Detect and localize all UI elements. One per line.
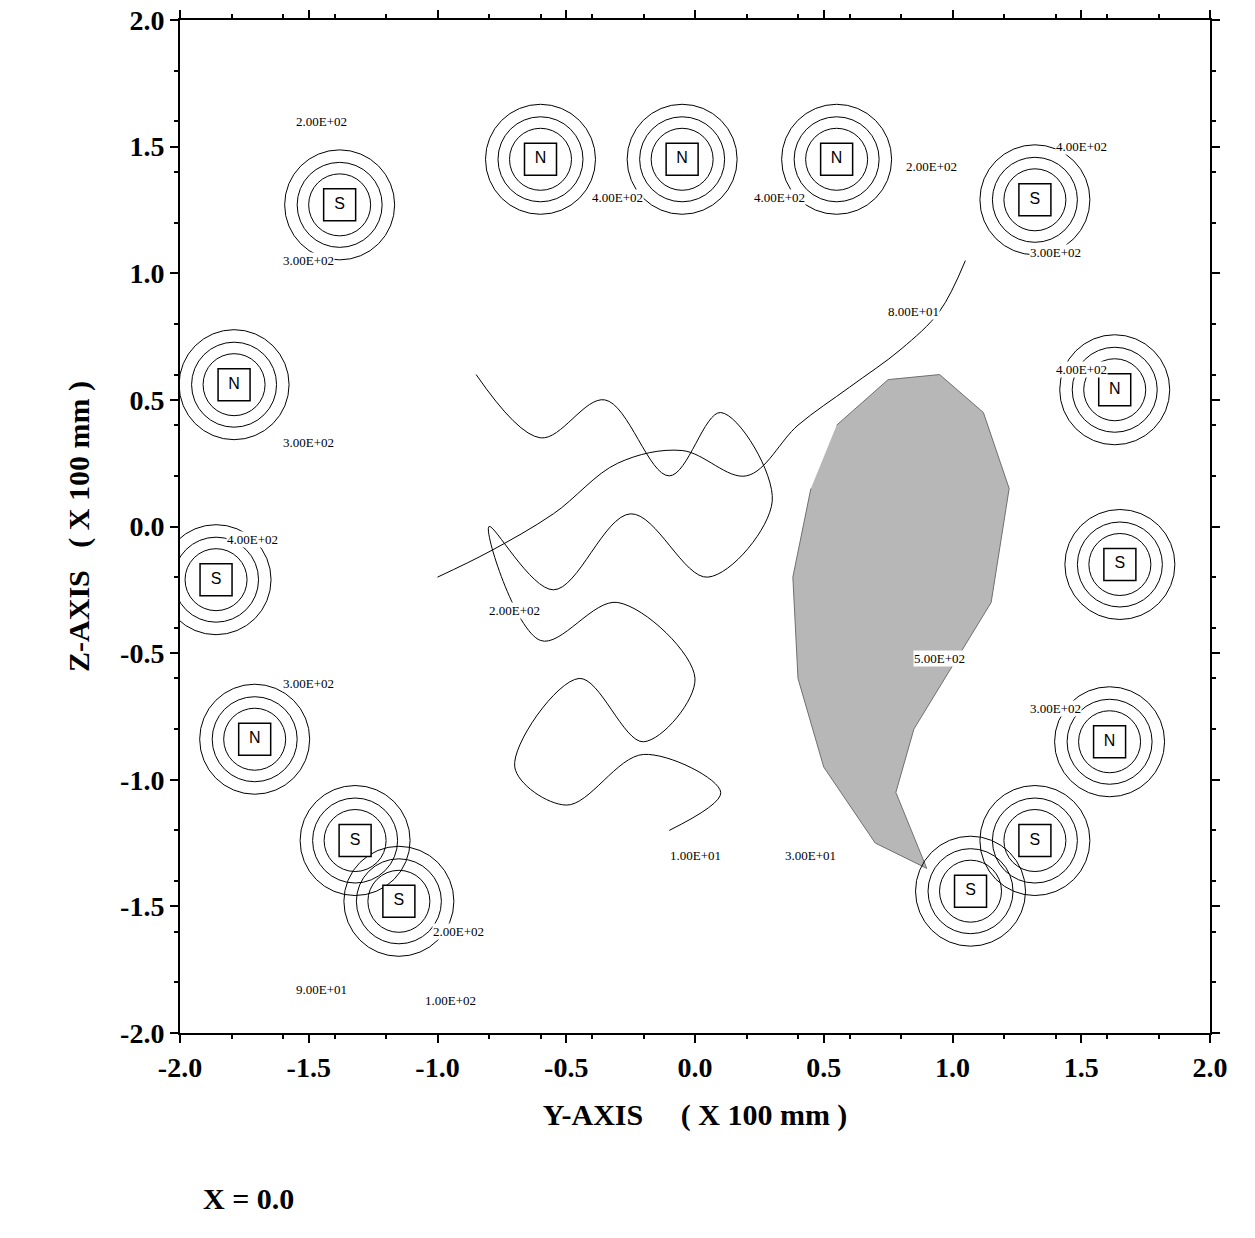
svg-text:2.00E+02: 2.00E+02 xyxy=(489,603,540,618)
svg-text:N: N xyxy=(249,729,261,746)
svg-text:S: S xyxy=(1115,554,1126,571)
svg-text:S: S xyxy=(965,881,976,898)
svg-text:-1.5: -1.5 xyxy=(120,891,164,922)
svg-text:4.00E+02: 4.00E+02 xyxy=(227,532,278,547)
svg-text:4.00E+02: 4.00E+02 xyxy=(1056,362,1107,377)
svg-text:N: N xyxy=(831,149,843,166)
svg-text:N: N xyxy=(535,149,547,166)
svg-text:3.00E+02: 3.00E+02 xyxy=(1030,245,1081,260)
svg-text:8.00E+01: 8.00E+01 xyxy=(888,304,939,319)
svg-text:2.0: 2.0 xyxy=(1193,1052,1228,1083)
svg-text:1.00E+01: 1.00E+01 xyxy=(670,848,721,863)
svg-text:S: S xyxy=(334,195,345,212)
svg-text:4.00E+02: 4.00E+02 xyxy=(592,190,643,205)
svg-text:N: N xyxy=(228,375,240,392)
svg-text:-0.5: -0.5 xyxy=(120,638,164,669)
svg-text:-2.0: -2.0 xyxy=(158,1052,202,1083)
svg-text:4.00E+02: 4.00E+02 xyxy=(1056,139,1107,154)
svg-text:-1.0: -1.0 xyxy=(120,765,164,796)
svg-text:0.5: 0.5 xyxy=(806,1052,841,1083)
svg-text:-0.5: -0.5 xyxy=(544,1052,588,1083)
svg-text:0.5: 0.5 xyxy=(129,385,164,416)
svg-text:2.00E+02: 2.00E+02 xyxy=(433,924,484,939)
svg-text:1.5: 1.5 xyxy=(129,131,164,162)
svg-text:X = 0.0: X = 0.0 xyxy=(203,1182,294,1215)
svg-text:S: S xyxy=(1030,190,1041,207)
svg-text:4.00E+02: 4.00E+02 xyxy=(754,190,805,205)
svg-text:3.00E+02: 3.00E+02 xyxy=(1030,701,1081,716)
svg-text:1.5: 1.5 xyxy=(1064,1052,1099,1083)
svg-text:3.00E+02: 3.00E+02 xyxy=(283,253,334,268)
svg-text:3.00E+01: 3.00E+01 xyxy=(785,848,836,863)
svg-text:3.00E+02: 3.00E+02 xyxy=(283,676,334,691)
svg-text:2.00E+02: 2.00E+02 xyxy=(296,114,347,129)
svg-text:1.0: 1.0 xyxy=(129,258,164,289)
svg-text:-1.0: -1.0 xyxy=(415,1052,459,1083)
svg-text:S: S xyxy=(1030,831,1041,848)
svg-text:5.00E+02: 5.00E+02 xyxy=(914,651,965,666)
svg-text:N: N xyxy=(1109,380,1121,397)
svg-text:N: N xyxy=(676,149,688,166)
svg-text:-2.0: -2.0 xyxy=(120,1018,164,1049)
svg-text:S: S xyxy=(211,570,222,587)
svg-text:2.0: 2.0 xyxy=(129,5,164,36)
svg-text:3.00E+02: 3.00E+02 xyxy=(283,435,334,450)
svg-text:Z-AXIS ( X 100 mm ): Z-AXIS ( X 100 mm ) xyxy=(62,381,96,672)
svg-text:0.0: 0.0 xyxy=(678,1052,713,1083)
svg-text:S: S xyxy=(350,831,361,848)
svg-text:9.00E+01: 9.00E+01 xyxy=(296,982,347,997)
svg-text:2.00E+02: 2.00E+02 xyxy=(906,159,957,174)
svg-text:0.0: 0.0 xyxy=(129,511,164,542)
svg-text:1.00E+02: 1.00E+02 xyxy=(425,993,476,1008)
svg-text:1.0: 1.0 xyxy=(935,1052,970,1083)
svg-text:-1.5: -1.5 xyxy=(287,1052,331,1083)
svg-text:Y-AXIS ( X 100 mm ): Y-AXIS ( X 100 mm ) xyxy=(543,1098,848,1132)
svg-text:S: S xyxy=(394,891,405,908)
svg-text:N: N xyxy=(1104,732,1116,749)
